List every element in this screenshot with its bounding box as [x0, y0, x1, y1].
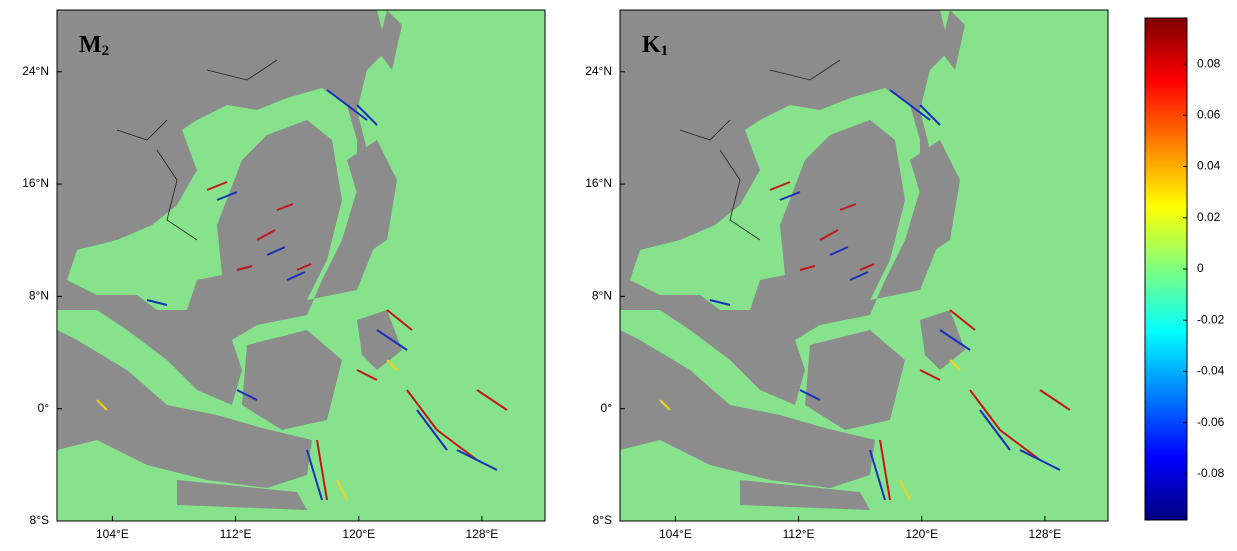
x-tick-label: 120°E [342, 527, 375, 541]
x-tick-label: 112°E [783, 527, 815, 541]
colorbar-tick-label: -0.08 [1197, 466, 1225, 480]
x-tick-label: 120°E [905, 527, 938, 541]
colorbar-tick-label: -0.02 [1197, 312, 1225, 326]
y-tick-label: 16°N [22, 176, 49, 190]
colorbar-tick-label: -0.04 [1197, 364, 1225, 378]
y-tick-label: 8°N [29, 289, 49, 303]
colorbar: 0.08 0.06 0.04 0.02 0 -0.02 -0.04 -0.06 -0.08 [1145, 18, 1225, 520]
x-tick-label: 128°E [1028, 527, 1061, 541]
colorbar-scale [1145, 18, 1187, 520]
y-tick-label: 0° [38, 401, 50, 415]
map-field [57, 10, 545, 521]
figure: M2104°E112°E120°E128°E24°N16°N8°N0°8°SK1… [0, 0, 1237, 546]
y-tick-label: 24°N [585, 64, 612, 78]
map-image [620, 10, 1108, 521]
colorbar-tick-label: -0.06 [1197, 415, 1225, 429]
colorbar-tick-label: 0 [1197, 261, 1204, 275]
y-tick-label: 16°N [585, 176, 612, 190]
colorbar-tick-label: 0.04 [1197, 159, 1221, 173]
map-field [620, 10, 1108, 521]
panel-label-subscript: 2 [102, 43, 110, 59]
y-tick-label: 8°S [593, 513, 612, 527]
colorbar-tick-label: 0.06 [1197, 107, 1221, 121]
panel-label-letter: M [79, 32, 102, 58]
map-panel: M2 104°E 112°E 120°E 128°E 24°N 16°N 8°N 0° 8°S [22, 10, 545, 541]
panel-label-letter: K [642, 32, 661, 58]
x-tick-label: 128°E [465, 527, 498, 541]
y-tick-label: 0° [601, 401, 613, 415]
map-panel: K1 104°E 112°E 120°E 128°E 24°N 16°N 8°N 0° 8°S [585, 10, 1108, 541]
y-tick-label: 8°S [30, 513, 49, 527]
panel-label-subscript: 1 [661, 43, 669, 59]
y-tick-label: 24°N [22, 64, 49, 78]
map-image [57, 10, 545, 521]
x-tick-label: 104°E [96, 527, 129, 541]
colorbar-tick-label: 0.08 [1197, 56, 1221, 70]
x-tick-label: 104°E [659, 527, 692, 541]
colorbar-tick-label: 0.02 [1197, 210, 1221, 224]
y-tick-label: 8°N [592, 289, 612, 303]
x-tick-label: 112°E [220, 527, 252, 541]
